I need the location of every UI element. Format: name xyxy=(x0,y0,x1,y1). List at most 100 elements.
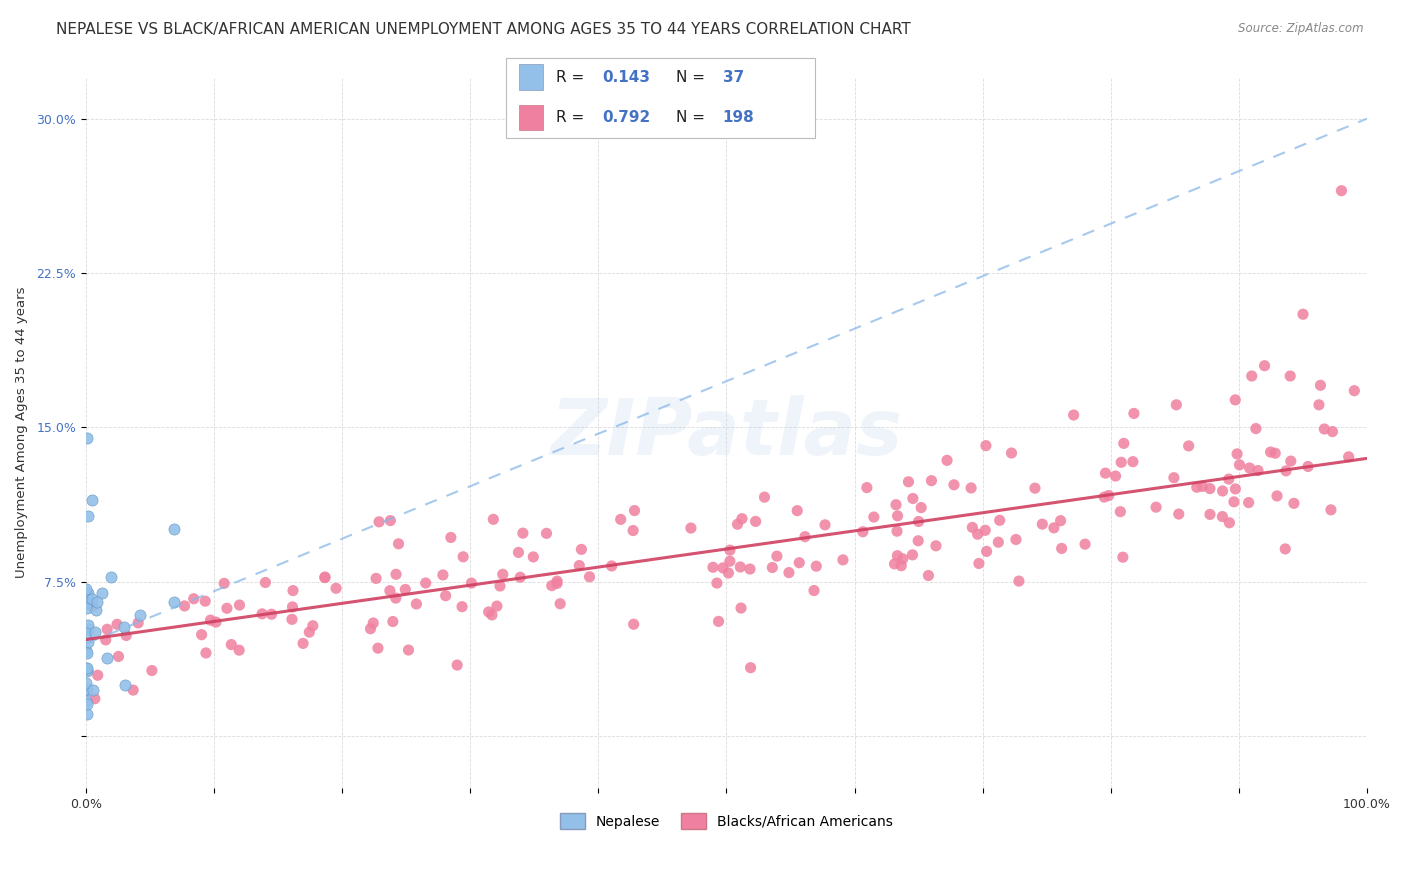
Point xyxy=(440,531,463,545)
Point xyxy=(1225,392,1247,407)
Point xyxy=(1218,472,1240,486)
Point xyxy=(173,599,195,613)
Point xyxy=(962,520,984,534)
Point xyxy=(568,558,591,573)
Point xyxy=(1226,447,1249,461)
Point xyxy=(920,474,942,488)
Bar xyxy=(519,104,543,130)
Point xyxy=(385,567,408,582)
Point xyxy=(886,508,908,523)
Text: 198: 198 xyxy=(723,110,755,125)
Point xyxy=(76,431,98,445)
Point xyxy=(221,638,243,652)
Point xyxy=(966,527,988,541)
Point xyxy=(623,503,645,517)
Text: R =: R = xyxy=(555,110,589,125)
Point xyxy=(1122,455,1144,469)
Point xyxy=(96,622,118,636)
Point xyxy=(548,597,571,611)
Point xyxy=(76,660,98,674)
Point xyxy=(832,553,855,567)
Point xyxy=(361,615,384,630)
Point xyxy=(1260,445,1282,459)
Point xyxy=(194,594,217,608)
Point xyxy=(717,566,740,580)
Point xyxy=(83,624,105,639)
Point xyxy=(298,625,321,640)
Point xyxy=(1043,521,1066,535)
Point xyxy=(925,539,948,553)
Point xyxy=(1275,464,1298,478)
Point xyxy=(766,549,789,563)
Point xyxy=(1199,482,1222,496)
Point xyxy=(314,571,336,585)
Point xyxy=(740,661,762,675)
Point xyxy=(546,574,568,589)
Point xyxy=(600,558,623,573)
Point xyxy=(960,481,983,495)
Point xyxy=(1109,455,1132,469)
Point xyxy=(621,524,644,538)
Point xyxy=(281,599,304,614)
Point xyxy=(917,568,939,582)
Point xyxy=(405,597,427,611)
Point xyxy=(1167,507,1189,521)
Point xyxy=(1282,496,1305,510)
Point xyxy=(883,557,905,571)
Point xyxy=(128,607,150,622)
Point xyxy=(1112,436,1135,450)
Point xyxy=(891,551,914,566)
Point xyxy=(943,477,966,491)
Point xyxy=(1109,505,1132,519)
Point xyxy=(485,599,508,613)
Point xyxy=(786,503,808,517)
Point xyxy=(738,562,761,576)
Point xyxy=(228,598,250,612)
Point xyxy=(292,636,315,650)
Point xyxy=(75,644,97,658)
Point xyxy=(508,545,530,559)
Point xyxy=(415,576,437,591)
Point xyxy=(806,559,828,574)
Point xyxy=(730,601,752,615)
Point xyxy=(194,646,217,660)
Point xyxy=(446,658,468,673)
Point xyxy=(897,475,920,489)
Point xyxy=(367,641,389,656)
Point xyxy=(787,556,810,570)
Point xyxy=(96,650,118,665)
Point xyxy=(75,676,97,690)
Point xyxy=(368,515,391,529)
Point xyxy=(794,530,817,544)
Point xyxy=(489,579,512,593)
Point xyxy=(727,517,749,532)
Point xyxy=(260,607,283,622)
Point xyxy=(1094,466,1116,480)
Point xyxy=(1279,369,1302,384)
Text: N =: N = xyxy=(676,70,710,85)
Point xyxy=(387,537,409,551)
Point xyxy=(1330,184,1353,198)
Point xyxy=(394,582,416,597)
Point xyxy=(1292,307,1315,321)
Point xyxy=(107,649,129,664)
Point xyxy=(75,661,97,675)
Point xyxy=(1264,446,1286,460)
Point xyxy=(976,544,998,558)
Point xyxy=(86,595,108,609)
Bar xyxy=(519,64,543,90)
Point xyxy=(1337,450,1360,464)
Point xyxy=(434,589,457,603)
Point xyxy=(1163,471,1185,485)
Point xyxy=(730,560,752,574)
Point xyxy=(82,492,104,507)
Point xyxy=(1225,482,1247,496)
Point xyxy=(141,664,163,678)
Point xyxy=(82,599,104,614)
Point xyxy=(1223,495,1246,509)
Point xyxy=(481,607,503,622)
Point xyxy=(83,691,105,706)
Point xyxy=(1274,541,1296,556)
Point xyxy=(886,524,908,539)
Point xyxy=(190,628,212,642)
